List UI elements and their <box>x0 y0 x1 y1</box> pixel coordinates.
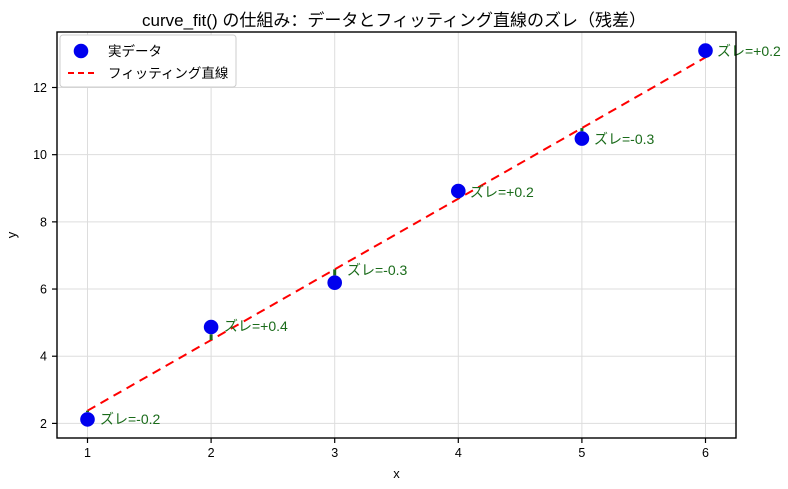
svg-text:実データ: 実データ <box>108 43 162 59</box>
svg-text:8: 8 <box>40 215 47 229</box>
svg-text:2: 2 <box>40 417 47 431</box>
svg-text:x: x <box>393 466 400 481</box>
svg-text:ズレ=+0.2: ズレ=+0.2 <box>717 43 781 59</box>
svg-text:12: 12 <box>33 81 47 95</box>
svg-text:2: 2 <box>208 446 215 460</box>
svg-text:ズレ=-0.2: ズレ=-0.2 <box>100 411 161 427</box>
svg-text:y: y <box>4 231 19 238</box>
svg-text:4: 4 <box>455 446 462 460</box>
svg-text:3: 3 <box>331 446 338 460</box>
svg-text:ズレ=+0.4: ズレ=+0.4 <box>224 318 288 334</box>
svg-text:4: 4 <box>40 350 47 364</box>
svg-text:6: 6 <box>40 283 47 297</box>
svg-text:10: 10 <box>33 148 47 162</box>
svg-text:ズレ=+0.2: ズレ=+0.2 <box>470 184 534 200</box>
svg-text:ズレ=-0.3: ズレ=-0.3 <box>347 262 408 278</box>
svg-text:6: 6 <box>702 446 709 460</box>
svg-text:ズレ=-0.3: ズレ=-0.3 <box>594 131 655 147</box>
svg-text:フィッティング直線: フィッティング直線 <box>108 66 229 81</box>
svg-text:1: 1 <box>84 446 91 460</box>
svg-text:5: 5 <box>578 446 585 460</box>
